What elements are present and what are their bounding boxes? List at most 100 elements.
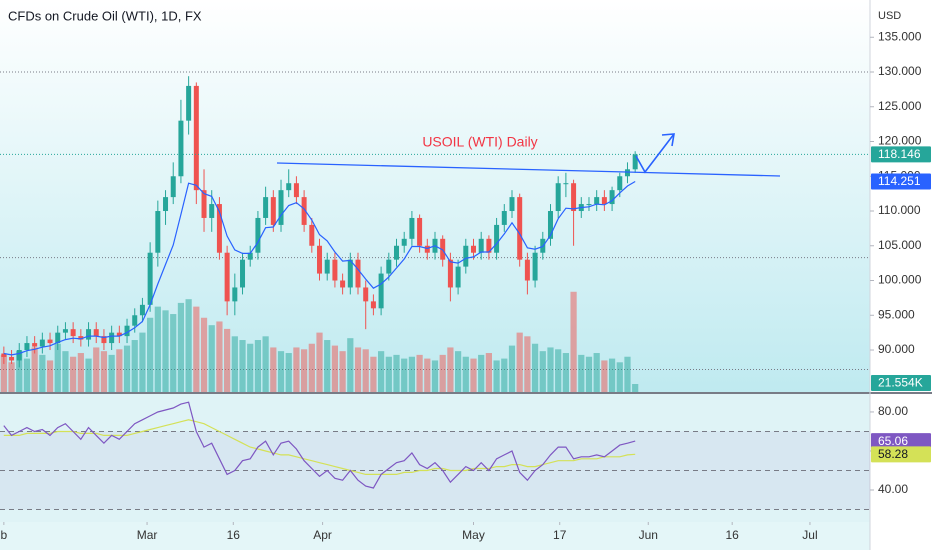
volume-bar [262, 336, 269, 392]
chart-title: CFDs on Crude Oil (WTI), 1D, FX [8, 8, 202, 23]
candle-body [463, 245, 469, 267]
candle-body [70, 329, 76, 337]
volume-bar [85, 358, 92, 392]
volume-bar [208, 325, 215, 392]
candle-body [9, 356, 15, 361]
candle-body [224, 252, 230, 302]
candle-body [447, 259, 453, 288]
x-tick-label: 16 [726, 528, 740, 542]
rsi-label-box [871, 433, 931, 450]
volume-bar [293, 347, 300, 392]
volume-bar [539, 351, 546, 392]
candle-body [186, 85, 192, 121]
x-tick-label: Mar [137, 528, 158, 542]
y-tick-label: 105.000 [878, 238, 922, 252]
volume-bar [624, 356, 631, 392]
y-tick-label: 95.000 [878, 307, 915, 321]
volume-bar [362, 349, 369, 392]
candle-body [517, 197, 523, 260]
ema-label: 114.251 [878, 174, 921, 188]
candle-body [532, 252, 538, 281]
volume-bar [354, 347, 362, 392]
x-tick-label: b [1, 528, 8, 542]
candle-body [86, 329, 92, 340]
annotation: USOIL (WTI) Daily [422, 134, 537, 150]
candle-body [547, 211, 553, 239]
x-tick-label: 16 [227, 528, 241, 542]
volume-bar [416, 354, 423, 392]
volume-bar [23, 358, 31, 392]
volume-bar [154, 306, 161, 392]
candle-body [170, 176, 176, 198]
rsi-ma-label-box [871, 446, 931, 463]
volume-bar [524, 336, 531, 392]
volume-bar [562, 353, 569, 392]
price-pane [0, 0, 870, 392]
volume-bar [231, 336, 238, 392]
volume-bar [547, 347, 554, 392]
candle-body [424, 245, 430, 253]
candle-body [232, 287, 238, 302]
volume-bar [254, 340, 262, 392]
candle-body [378, 273, 384, 309]
volume-bar [316, 332, 323, 392]
volume-bar [247, 343, 254, 392]
y-tick-label: 130.000 [878, 64, 922, 78]
candle-body [263, 197, 269, 218]
volume-bar [16, 351, 23, 392]
candle-body [101, 336, 107, 344]
volume-bar [31, 347, 38, 392]
volume-bar [0, 354, 7, 392]
candle-body [247, 252, 253, 260]
volume-bar [347, 338, 354, 392]
candle-body [340, 280, 346, 288]
volume-bar [62, 351, 69, 392]
candle-body [1, 353, 7, 357]
candle-body [178, 120, 184, 177]
volume-bar [485, 353, 492, 392]
volume-bar [378, 351, 385, 392]
volume-bar [116, 349, 123, 392]
volume-bar [200, 317, 208, 392]
rsi-label: 65.06 [878, 434, 908, 448]
volume-bar [193, 306, 200, 392]
volume-bar [585, 356, 593, 392]
ema-line [3, 180, 636, 356]
volume-bar [308, 343, 315, 392]
candle-body [39, 339, 45, 347]
volume-bar [385, 356, 392, 392]
candle-body [409, 217, 415, 239]
candle-body [293, 183, 299, 198]
arrow [635, 133, 675, 174]
candle-body [93, 329, 99, 337]
candle-body [324, 259, 330, 274]
last-price-label: 118.146 [878, 147, 921, 161]
candle-body [286, 183, 292, 191]
volume-bar [46, 360, 54, 392]
candle-body [55, 332, 61, 344]
y-tick-label: 120.000 [878, 134, 922, 148]
candle-body [586, 204, 592, 206]
volume-bar [301, 349, 308, 392]
volume-bar [162, 310, 169, 392]
candle-body [78, 336, 84, 340]
volume-bar [8, 362, 15, 392]
volume-bar [131, 340, 138, 392]
volume-bar [431, 360, 439, 392]
candle-body [16, 350, 22, 361]
candle-body [386, 259, 392, 274]
candle-body [563, 183, 569, 185]
volume-bar [270, 347, 277, 392]
candle-body [501, 211, 507, 225]
volume-bar [224, 328, 231, 392]
volume-bar [170, 314, 177, 392]
currency: USD [878, 10, 901, 22]
candle-body [209, 204, 215, 218]
candle-body [417, 217, 423, 246]
candle-body [609, 190, 615, 205]
volume-bar [593, 353, 600, 392]
volume-bar [555, 349, 562, 392]
candle-body [270, 197, 276, 225]
volume-bar [70, 356, 77, 392]
volume-bar [331, 345, 339, 392]
